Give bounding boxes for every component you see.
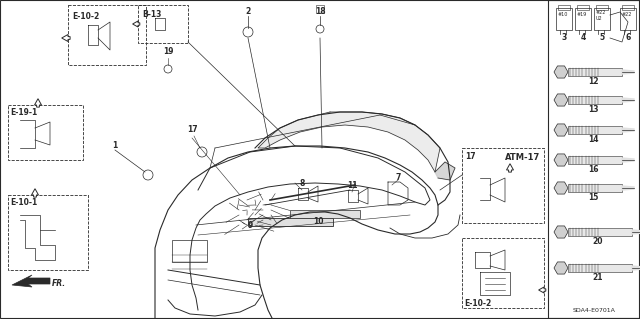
Polygon shape xyxy=(554,124,568,136)
Text: 17: 17 xyxy=(187,125,197,135)
Bar xyxy=(8,105,83,160)
Bar xyxy=(594,8,610,30)
Bar xyxy=(568,228,632,236)
Text: 14: 14 xyxy=(588,136,598,145)
Polygon shape xyxy=(435,162,455,180)
Text: #22: #22 xyxy=(622,12,632,18)
Text: FR.: FR. xyxy=(52,279,66,288)
Polygon shape xyxy=(632,230,640,234)
Bar xyxy=(575,8,591,30)
Polygon shape xyxy=(554,262,568,274)
Text: 1: 1 xyxy=(113,140,118,150)
Bar xyxy=(138,5,188,43)
Text: E-19-1: E-19-1 xyxy=(10,108,37,117)
Text: E-10-2: E-10-2 xyxy=(464,299,492,308)
Text: 13: 13 xyxy=(588,106,598,115)
Bar xyxy=(556,8,572,30)
Text: 19: 19 xyxy=(163,48,173,56)
Polygon shape xyxy=(554,154,568,166)
Polygon shape xyxy=(31,189,38,197)
Text: 16: 16 xyxy=(588,166,598,174)
Text: 20: 20 xyxy=(593,238,604,247)
Bar xyxy=(568,126,622,134)
Bar xyxy=(8,195,88,270)
Polygon shape xyxy=(35,99,42,107)
Bar xyxy=(568,184,622,192)
Bar xyxy=(548,0,640,318)
Text: 2: 2 xyxy=(245,8,251,17)
Text: #22: #22 xyxy=(596,11,606,16)
Polygon shape xyxy=(622,70,634,74)
Text: 18: 18 xyxy=(315,8,325,17)
Text: E-10-1: E-10-1 xyxy=(10,198,37,207)
Polygon shape xyxy=(539,287,546,293)
Text: 9: 9 xyxy=(248,221,253,231)
Polygon shape xyxy=(506,164,513,172)
Polygon shape xyxy=(258,112,440,172)
Polygon shape xyxy=(622,158,634,162)
Polygon shape xyxy=(632,266,640,270)
Polygon shape xyxy=(622,128,634,132)
Bar xyxy=(622,5,634,10)
Text: 21: 21 xyxy=(593,273,604,283)
Bar xyxy=(568,156,622,164)
Text: 8: 8 xyxy=(300,179,305,188)
Bar xyxy=(290,210,360,218)
Text: 15: 15 xyxy=(588,194,598,203)
Polygon shape xyxy=(132,21,140,27)
Text: 6: 6 xyxy=(625,33,630,42)
Bar xyxy=(596,5,608,10)
Text: SDA4-E0701A: SDA4-E0701A xyxy=(573,308,616,313)
Text: E-10-2: E-10-2 xyxy=(72,12,99,21)
Polygon shape xyxy=(554,94,568,106)
Text: 10: 10 xyxy=(313,218,323,226)
Polygon shape xyxy=(622,186,634,190)
Text: B-13: B-13 xyxy=(142,10,161,19)
Polygon shape xyxy=(554,226,568,238)
Text: #10: #10 xyxy=(558,12,568,18)
Bar xyxy=(462,148,544,223)
Bar xyxy=(568,264,632,272)
Text: ATM-17: ATM-17 xyxy=(505,153,540,162)
Polygon shape xyxy=(61,34,70,41)
Text: 11: 11 xyxy=(347,181,357,189)
Text: 12: 12 xyxy=(588,78,598,86)
Text: #19: #19 xyxy=(577,12,588,18)
Bar xyxy=(568,96,622,104)
Bar xyxy=(462,238,544,308)
Text: 4: 4 xyxy=(580,33,586,42)
Bar xyxy=(558,5,570,10)
Polygon shape xyxy=(554,182,568,194)
Text: 7: 7 xyxy=(396,174,401,182)
Bar xyxy=(620,8,636,30)
Bar xyxy=(577,5,589,10)
Text: 5: 5 xyxy=(600,33,605,42)
Bar xyxy=(568,68,622,76)
Polygon shape xyxy=(554,66,568,78)
Text: 17: 17 xyxy=(465,152,476,161)
Text: U2: U2 xyxy=(596,17,603,21)
Bar xyxy=(172,240,207,262)
Bar xyxy=(316,5,324,13)
Bar xyxy=(68,5,146,65)
Bar xyxy=(248,218,333,226)
Polygon shape xyxy=(12,275,50,287)
Text: 3: 3 xyxy=(561,33,566,42)
Polygon shape xyxy=(622,98,634,102)
